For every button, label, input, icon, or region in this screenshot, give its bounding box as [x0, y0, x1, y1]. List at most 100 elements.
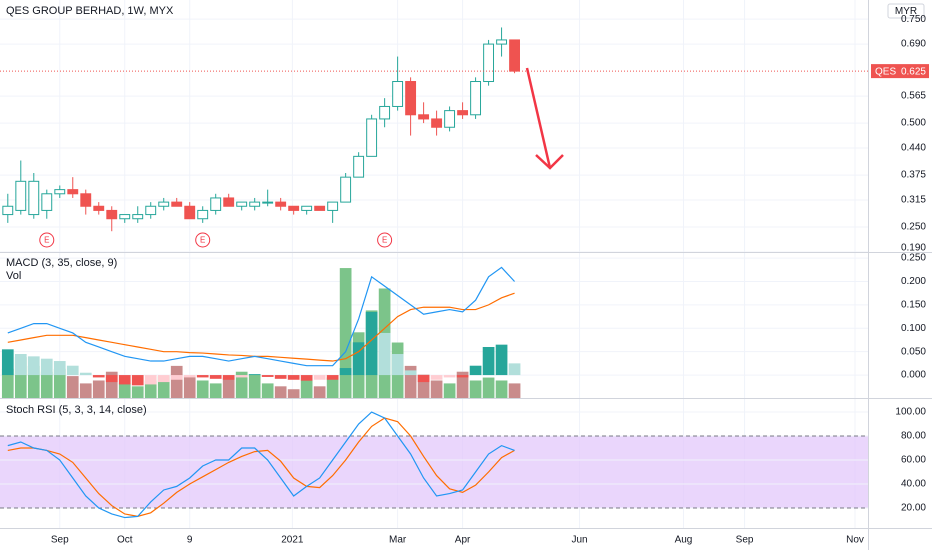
candle-body [314, 205, 326, 211]
histogram-bar [274, 375, 287, 379]
candle-body [405, 81, 417, 116]
earnings-label: E [44, 236, 49, 245]
candle-body [54, 189, 66, 195]
y-tick-label: 0.200 [901, 276, 926, 287]
histogram-bar [287, 375, 300, 380]
candle-body [457, 110, 469, 116]
y-tick-label: 0.100 [901, 323, 926, 334]
x-tick-label: 2021 [281, 535, 304, 546]
volume-bar [274, 386, 287, 398]
histogram-bar [248, 374, 261, 376]
histogram-bar [183, 375, 196, 378]
histogram-bar [53, 361, 66, 376]
candle-body [444, 110, 456, 128]
candle-body [158, 201, 170, 207]
volume-bar [92, 380, 105, 398]
signal-line [7, 292, 515, 362]
candle-body [145, 205, 157, 216]
candle-body [470, 81, 482, 116]
histogram-bar [456, 375, 469, 378]
volume-bar [105, 371, 118, 398]
y-tick-label: 0.315 [901, 195, 926, 206]
histogram-bar [261, 375, 274, 377]
arrow-shaft [525, 67, 552, 169]
volume-bar [495, 380, 508, 398]
arrow-head [535, 154, 564, 170]
volume-bar [430, 380, 443, 398]
histogram-bar [14, 354, 27, 376]
candle-body [171, 201, 183, 207]
histogram-bar [404, 370, 417, 376]
y-tick-label: 0.190 [901, 243, 926, 254]
histogram-bar [222, 375, 235, 380]
volume-bar [1, 368, 14, 398]
y-tick-label: 0.000 [901, 370, 926, 381]
volume-bar [339, 268, 352, 398]
x-tick-label: Oct [117, 535, 133, 546]
histogram-bar [352, 342, 365, 376]
histogram-bar [105, 375, 118, 383]
currency: MYR [895, 6, 917, 17]
y-tick-label: 0.250 [901, 222, 926, 233]
candle-body [67, 189, 79, 195]
marks [0, 27, 929, 519]
candle-body [392, 81, 404, 107]
histogram-bar [27, 356, 40, 376]
volume-bar [404, 365, 417, 398]
y-tick-label: 0.050 [901, 346, 926, 357]
histogram-bar [1, 349, 14, 376]
histogram-bar [209, 375, 222, 379]
histogram-bar [144, 375, 157, 385]
candle-body [184, 205, 196, 220]
volume-bar [313, 386, 326, 398]
stoch-title: Stoch RSI (5, 3, 3, 14, close) [6, 404, 147, 416]
y-tick-label: 0.440 [901, 143, 926, 154]
volume-bar [14, 357, 27, 398]
volume-bar [196, 380, 209, 398]
volume-bar [469, 380, 482, 398]
stoch-d-line [7, 417, 515, 517]
candle-body [236, 201, 248, 207]
candle-body [340, 176, 352, 203]
histogram-bar [170, 375, 183, 380]
macd-line [7, 266, 516, 367]
volume-bar [300, 380, 313, 398]
histogram-bar [365, 311, 378, 376]
macd-title: MACD (3, 35, close, 9) [6, 257, 117, 269]
histogram-bar [131, 375, 144, 386]
candle-body [418, 114, 430, 120]
histogram-bar [417, 375, 430, 383]
y-tick-label: 20.00 [901, 503, 926, 514]
volume-bar [261, 383, 274, 398]
volume-bar [170, 365, 183, 398]
volume-bar [508, 383, 521, 398]
y-tick-label: 0.750 [901, 14, 926, 25]
volume-bar [40, 371, 53, 398]
histogram-bar [482, 346, 495, 376]
volume-title: Vol [6, 270, 21, 282]
candle-body [28, 180, 40, 216]
histogram-bar [66, 365, 79, 376]
last-price-tag [871, 64, 929, 79]
histogram-bar [40, 358, 53, 376]
y-tick-label: 0.250 [901, 253, 926, 264]
chart-title: QES GROUP BERHAD, 1W, MYX [6, 5, 174, 17]
x-tick-label: Sep [736, 535, 754, 546]
candle-body [223, 197, 235, 207]
x-tick-label: Nov [846, 535, 864, 546]
y-tick-label: 60.00 [901, 455, 926, 466]
histogram-bar [378, 332, 391, 376]
earnings-label: E [382, 236, 387, 245]
volume-bar [248, 374, 261, 398]
x-tick-label: Aug [675, 535, 693, 546]
candle-body [15, 180, 27, 211]
histogram-bar [326, 375, 339, 380]
volume-bar [144, 380, 157, 398]
y-tick-label: 0.150 [901, 300, 926, 311]
histogram-bar [300, 375, 313, 381]
y-tick-label: 40.00 [901, 479, 926, 490]
volume-bar [66, 376, 79, 398]
earnings-marker [195, 232, 211, 248]
histogram-bar [79, 372, 92, 376]
volume-bar [456, 371, 469, 398]
